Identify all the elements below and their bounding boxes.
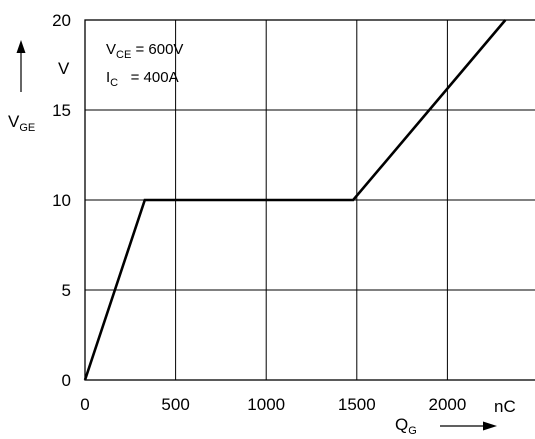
x-tick-label: 0 [80, 395, 89, 414]
x-tick-label: 1000 [247, 395, 285, 414]
y-tick-label: 20 [52, 11, 71, 30]
x-tick-label: 500 [161, 395, 189, 414]
y-axis-label: VGE [8, 112, 35, 134]
series-group [83, 19, 507, 381]
gate-charge-line [83, 19, 507, 381]
y-unit-label: V [58, 59, 70, 78]
y-tick-label: 15 [52, 101, 71, 120]
x-unit-label: nC [494, 397, 516, 416]
x-axis-arrow [440, 421, 497, 431]
x-tick-label: 2000 [428, 395, 466, 414]
y-tick-label: 0 [62, 371, 71, 390]
plot-frame [84, 19, 535, 381]
x-axis-label: QG [395, 415, 417, 437]
annotation-ic: IC = 400A [106, 69, 179, 89]
x-tick-label: 1500 [338, 395, 376, 414]
tick-labels: 0 500 1000 1500 2000 0 5 10 15 20 [52, 11, 466, 414]
y-tick-label: 10 [52, 191, 71, 210]
annotation-vce: VCE = 600V [106, 41, 183, 61]
y-tick-label: 5 [62, 281, 71, 300]
y-axis-arrow [16, 40, 26, 92]
